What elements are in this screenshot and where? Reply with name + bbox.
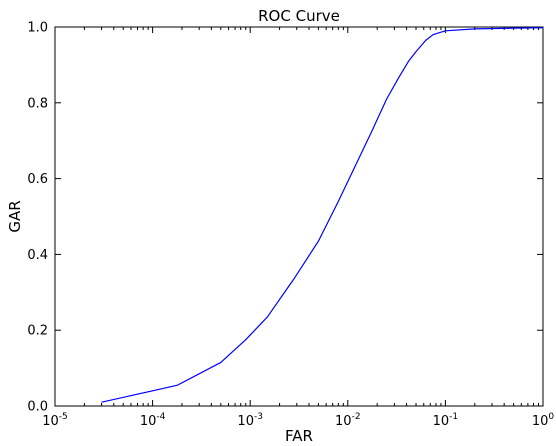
y-tick-label: 0.4: [27, 248, 48, 263]
minor-ticks: [83, 27, 540, 406]
series-layer: [101, 27, 544, 403]
x-axis-label: FAR: [285, 427, 313, 445]
y-tick-labels: 0.0 0.2 0.4 0.6 0.8 1.0: [27, 21, 48, 415]
y-axis-label: GAR: [6, 200, 24, 232]
y-tick-label: 0.8: [27, 96, 48, 111]
roc-curve-line: [101, 27, 544, 403]
plot-area: [54, 26, 544, 407]
x-tick-label: 10-4: [140, 412, 166, 429]
y-tick-label: 0.2: [27, 324, 48, 339]
x-tick-label: 10-5: [42, 412, 68, 429]
major-ticks: [54, 26, 544, 407]
y-tick-label: 0.6: [27, 172, 48, 187]
x-tick-labels: 10-5 10-4 10-3 10-2 10-1 100: [42, 412, 554, 429]
chart-title: ROC Curve: [258, 7, 340, 25]
x-tick-label: 10-1: [433, 412, 459, 429]
y-tick-label: 1.0: [27, 21, 48, 36]
y-tick-label: 0.0: [27, 400, 48, 415]
x-tick-label: 100: [532, 412, 555, 429]
x-tick-label: 10-2: [335, 412, 361, 429]
x-tick-label: 10-3: [237, 412, 263, 429]
